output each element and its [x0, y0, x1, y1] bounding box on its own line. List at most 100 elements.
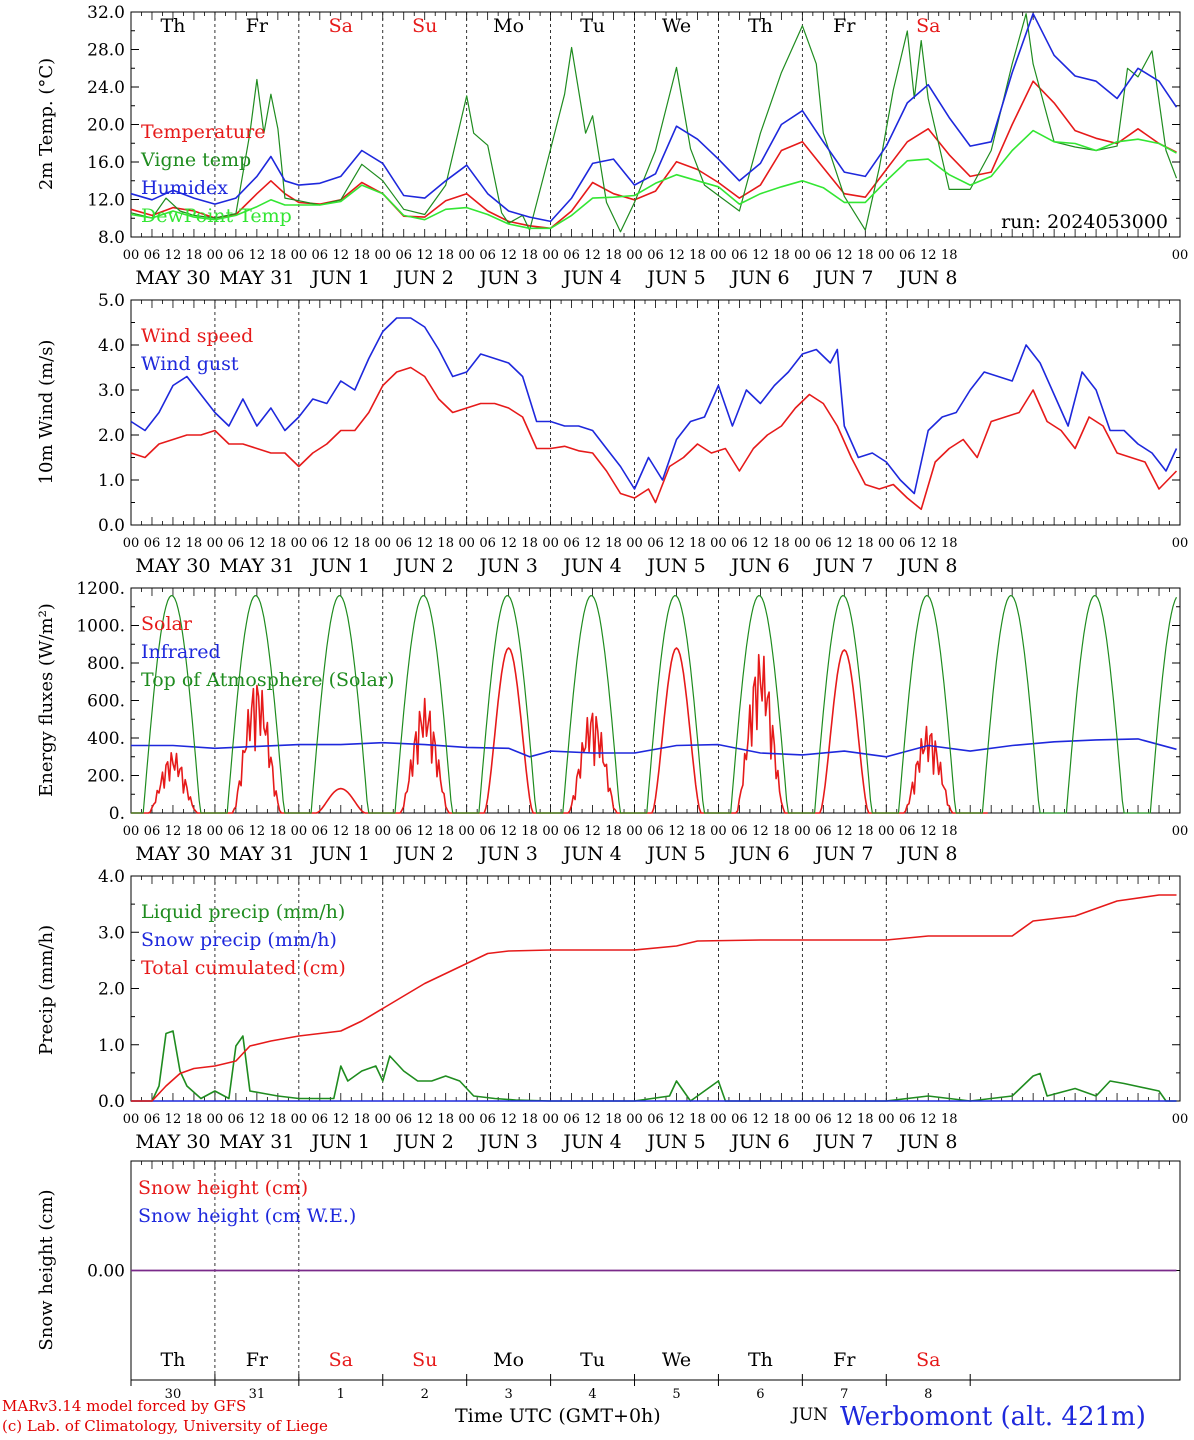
hour-label: 00	[878, 248, 895, 263]
hour-label: 06	[563, 536, 580, 551]
hour-label: 12	[668, 824, 685, 839]
hour-label: 18	[941, 536, 958, 551]
hour-label: 00	[1172, 1112, 1189, 1127]
hour-label: 00	[207, 824, 224, 839]
hour-label: 06	[312, 248, 329, 263]
day-label: JUN 4	[561, 267, 621, 289]
hour-label: 18	[437, 248, 454, 263]
y-tick-label: 1.0	[98, 471, 125, 491]
hour-label: 06	[815, 824, 832, 839]
hour-label: 06	[312, 536, 329, 551]
hour-label: 18	[354, 1112, 371, 1127]
day-label: JUN 2	[394, 555, 454, 577]
y-axis-label: 2m Temp. (°C)	[36, 58, 57, 190]
hour-label: 12	[500, 824, 517, 839]
hour-label: 06	[647, 248, 664, 263]
y-tick-label: 20.0	[87, 116, 125, 136]
hour-label: 00	[374, 248, 391, 263]
hour-label: 00	[207, 536, 224, 551]
weekday-label: Th	[748, 15, 773, 37]
day-label: JUN 8	[897, 267, 957, 289]
y-axis-label: 10m Wind (m/s)	[36, 340, 57, 485]
y-tick-label: 0.	[109, 804, 125, 824]
y-tick-label: 1.0	[98, 1036, 125, 1056]
panel-precip	[130, 875, 1181, 1102]
day-label: JUN 1	[310, 267, 370, 289]
hour-label: 18	[270, 248, 287, 263]
hour-label: 06	[647, 824, 664, 839]
hour-label: 18	[689, 1112, 706, 1127]
hour-label: 06	[731, 824, 748, 839]
day-label: MAY 30	[135, 1131, 210, 1153]
y-axis-label: Precip (mm/h)	[36, 925, 57, 1055]
hour-label: 18	[186, 536, 203, 551]
lab-credit: (c) Lab. of Climatology, University of L…	[2, 1417, 328, 1435]
day-label: JUN 8	[897, 555, 957, 577]
day-label: JUN 5	[645, 267, 705, 289]
hour-label: 06	[815, 1112, 832, 1127]
day-number: 1	[337, 1387, 345, 1402]
series-top-of-atmosphere-solar-	[131, 595, 1178, 814]
day-label: JUN 3	[477, 1131, 537, 1153]
y-tick-label: 1200.	[76, 579, 125, 599]
plot-frame	[130, 11, 1181, 238]
series-wind-gust	[130, 317, 1178, 495]
hour-label: 12	[584, 248, 601, 263]
hour-label: 18	[689, 824, 706, 839]
hour-label: 06	[144, 1112, 161, 1127]
hour-label: 06	[312, 824, 329, 839]
legend-entry: Total cumulated (cm)	[141, 957, 346, 979]
hour-label: 00	[123, 1112, 140, 1127]
day-number: 5	[672, 1387, 680, 1402]
panel-wind	[130, 299, 1181, 526]
hour-label: 12	[668, 536, 685, 551]
hour-label: 18	[605, 536, 622, 551]
hour-label: 00	[710, 248, 727, 263]
hour-label: 00	[794, 248, 811, 263]
y-axis-label: Energy fluxes (W/m²)	[36, 603, 57, 797]
series-total-cumulated-cm-	[131, 894, 1177, 1102]
y-tick-label: 2.0	[98, 980, 125, 1000]
y-tick-label: 8.0	[98, 228, 125, 248]
weekday-label: We	[662, 1349, 691, 1371]
day-label: JUN 1	[310, 555, 370, 577]
legend-entry: Top of Atmosphere (Solar)	[141, 669, 394, 691]
y-tick-label: 600.	[87, 692, 125, 712]
hour-label: 00	[542, 824, 559, 839]
hour-label: 12	[416, 824, 433, 839]
day-label: JUN 5	[645, 555, 705, 577]
run-label: run: 2024053000	[1001, 211, 1168, 233]
hour-label: 12	[165, 248, 182, 263]
hour-label: 12	[333, 248, 350, 263]
legend-entry: Snow height (cm)	[138, 1177, 308, 1199]
legend-entry: Infrared	[141, 641, 221, 663]
hour-label: 00	[291, 248, 308, 263]
day-label: JUN 8	[897, 843, 957, 865]
legend-entry: Wind speed	[141, 325, 253, 347]
hour-label: 06	[228, 824, 245, 839]
y-tick-label: 0.0	[98, 1092, 125, 1112]
day-label: JUN 6	[729, 843, 789, 865]
day-number: 3	[504, 1387, 512, 1402]
hour-label: 00	[710, 824, 727, 839]
day-label: JUN 4	[561, 555, 621, 577]
model-credit: MARv3.14 model forced by GFS	[2, 1397, 247, 1415]
weekday-label: Fr	[833, 15, 856, 37]
weekday-label: We	[662, 15, 691, 37]
day-number: 2	[421, 1387, 429, 1402]
day-label: JUN 5	[645, 843, 705, 865]
hour-label: 12	[920, 248, 937, 263]
panel-snow	[130, 1160, 1181, 1381]
hour-label: 00	[1172, 536, 1189, 551]
time-axis-label: Time UTC (GMT+0h)	[455, 1405, 661, 1427]
hour-label: 06	[228, 536, 245, 551]
hour-label: 12	[500, 536, 517, 551]
hour-label: 00	[710, 1112, 727, 1127]
hour-label: 06	[312, 1112, 329, 1127]
day-label: MAY 31	[219, 843, 294, 865]
series-infrared	[131, 738, 1177, 758]
weekday-label: Mo	[493, 15, 524, 37]
hour-label: 18	[773, 1112, 790, 1127]
hour-label: 00	[710, 536, 727, 551]
y-tick-label: 2.0	[98, 426, 125, 446]
